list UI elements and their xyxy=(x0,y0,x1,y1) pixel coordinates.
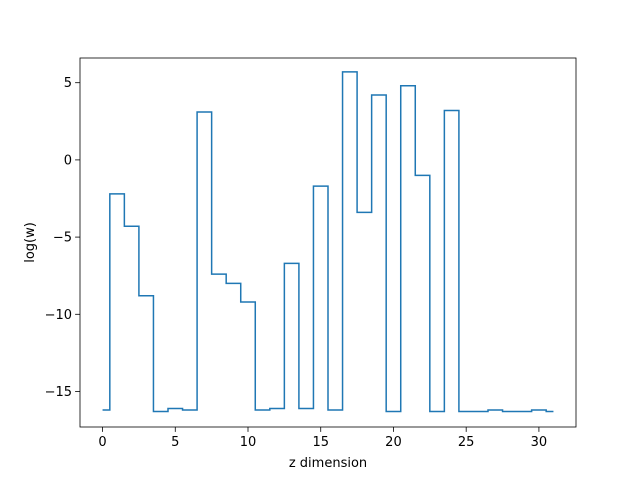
y-axis-label: log(w) xyxy=(23,222,38,263)
x-axis-label: z dimension xyxy=(289,456,367,471)
y-tick-label: −15 xyxy=(45,385,72,400)
y-tick-label: 5 xyxy=(64,76,72,91)
x-tick-label: 15 xyxy=(312,435,329,450)
y-axis: −15 −10 −5 0 5 xyxy=(45,76,80,400)
x-tick-label: 20 xyxy=(385,435,402,450)
series-0-line xyxy=(102,71,554,413)
x-tick-label: 30 xyxy=(531,435,548,450)
x-axis: 0 5 10 15 20 25 30 xyxy=(98,427,547,450)
x-tick-label: 5 xyxy=(171,435,179,450)
x-tick-label: 25 xyxy=(458,435,475,450)
x-tick-label: 10 xyxy=(240,435,257,450)
y-tick-label: 0 xyxy=(64,153,72,168)
plot-area xyxy=(102,71,554,413)
axes-frame xyxy=(79,57,577,428)
y-tick-label: −5 xyxy=(53,231,72,246)
x-tick-label: 0 xyxy=(98,435,106,450)
y-tick-label: −10 xyxy=(45,308,72,323)
